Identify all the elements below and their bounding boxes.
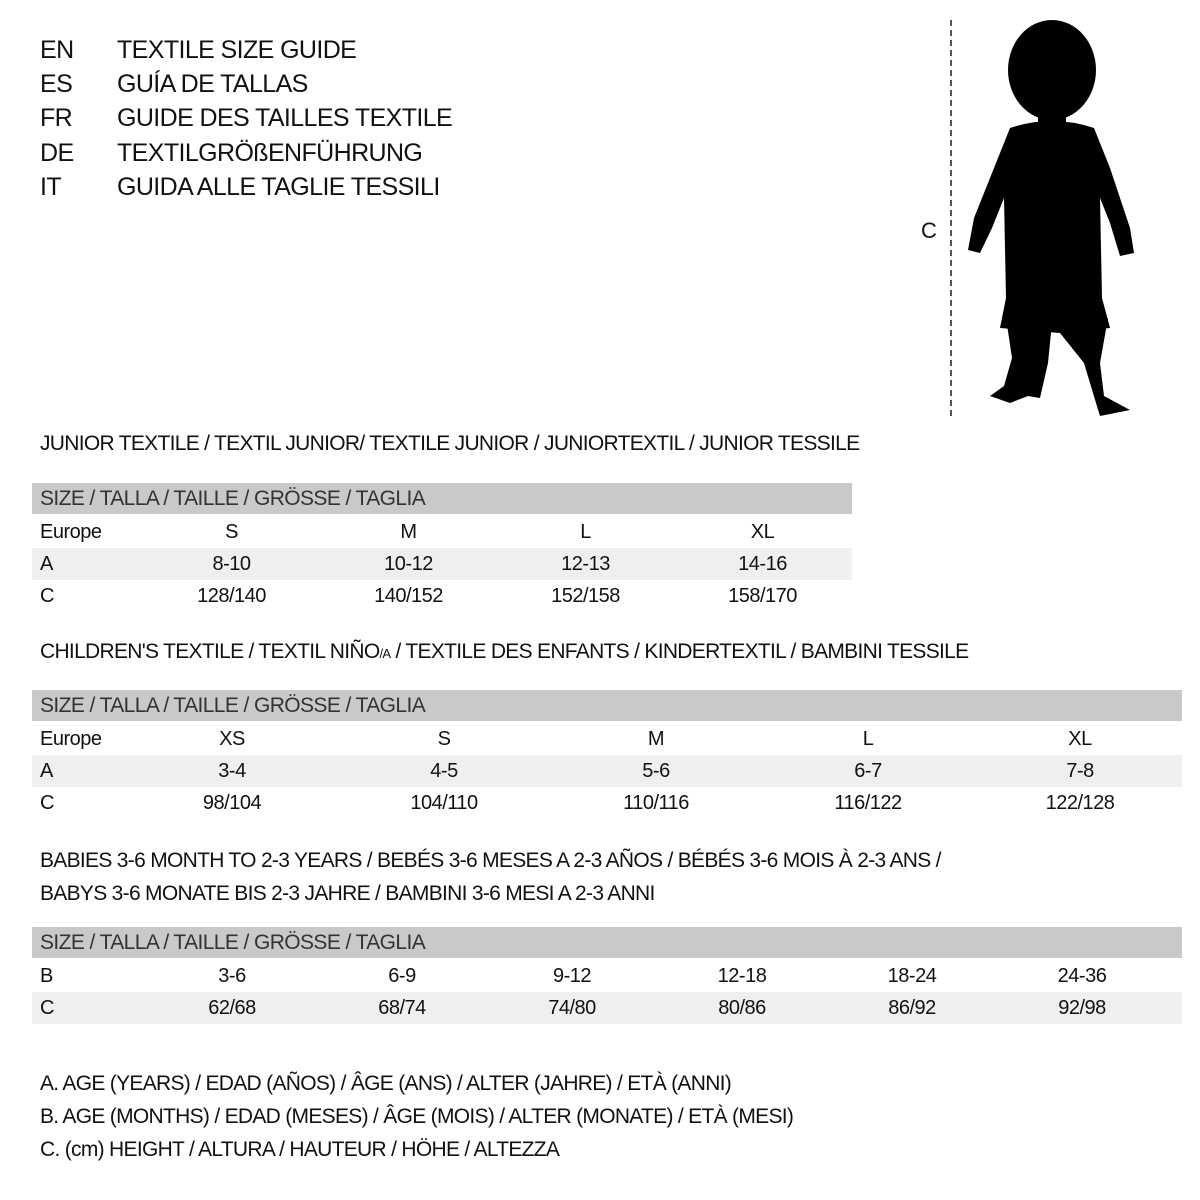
cell: 86/92 bbox=[888, 997, 936, 1019]
child-silhouette-icon bbox=[968, 20, 1134, 416]
babies-heading-line-2: BABYS 3-6 MONATE BIS 2-3 JAHRE / BAMBINI… bbox=[40, 882, 655, 905]
table-row: C 98/104 104/110 110/116 116/122 122/128 bbox=[32, 787, 1182, 819]
cell: 5-6 bbox=[642, 760, 670, 782]
cell: 158/170 bbox=[728, 585, 797, 607]
junior-size-table: SIZE / TALLA / TAILLE / GRÖSSE / TAGLIA … bbox=[32, 483, 852, 612]
cell: XL bbox=[750, 521, 775, 543]
row-label: A bbox=[40, 553, 53, 575]
cell: 152/158 bbox=[551, 585, 620, 607]
cell: L bbox=[580, 521, 591, 543]
lang-title: GUIDA ALLE TAGLIE TESSILI bbox=[117, 173, 440, 201]
lang-code: FR bbox=[40, 104, 73, 132]
cell: 12-13 bbox=[561, 553, 610, 575]
lang-title: TEXTILGRÖßENFÜHRUNG bbox=[117, 139, 423, 167]
row-label: C bbox=[40, 585, 54, 607]
lang-code: ES bbox=[40, 70, 73, 98]
cell: XL bbox=[1068, 728, 1092, 750]
table-row: Europe XS S M L XL bbox=[32, 723, 1182, 755]
cell: 4-5 bbox=[430, 760, 458, 782]
table-row: C 128/140 140/152 152/158 158/170 bbox=[32, 580, 852, 612]
row-label: C bbox=[40, 997, 54, 1019]
babies-heading-line-1: BABIES 3-6 MONTH TO 2-3 YEARS / BEBÉS 3-… bbox=[40, 849, 942, 872]
cell: 7-8 bbox=[1066, 760, 1094, 782]
cell: 116/122 bbox=[834, 792, 902, 814]
heading-part: / TEXTILE DES ENFANTS / KINDERTEXTIL / B… bbox=[390, 640, 970, 663]
table-row: B 3-6 6-9 9-12 12-18 18-24 24-36 bbox=[32, 960, 1182, 992]
cell: M bbox=[647, 728, 665, 750]
table-row: C 62/68 68/74 74/80 80/86 86/92 92/98 bbox=[32, 992, 1182, 1024]
cell: 68/74 bbox=[378, 997, 426, 1019]
row-label: B bbox=[40, 965, 53, 987]
cell: 74/80 bbox=[548, 997, 596, 1019]
table-header: SIZE / TALLA / TAILLE / GRÖSSE / TAGLIA bbox=[32, 483, 852, 514]
babies-size-table: SIZE / TALLA / TAILLE / GRÖSSE / TAGLIA … bbox=[32, 927, 1182, 1024]
cell: 80/86 bbox=[718, 997, 766, 1019]
cell: 140/152 bbox=[374, 585, 443, 607]
table-row: A 3-4 4-5 5-6 6-7 7-8 bbox=[32, 755, 1182, 787]
cell: 14-16 bbox=[738, 553, 787, 575]
cell: 104/110 bbox=[410, 792, 478, 814]
junior-heading: JUNIOR TEXTILE / TEXTIL JUNIOR/ TEXTILE … bbox=[40, 432, 860, 455]
cell: S bbox=[437, 728, 451, 750]
cell: 9-12 bbox=[552, 965, 592, 987]
children-heading: CHILDREN'S TEXTILE / TEXTIL NIÑO/A / TEX… bbox=[40, 640, 970, 664]
table-row: Europe S M L XL bbox=[32, 516, 852, 548]
row-label: Europe bbox=[40, 728, 102, 750]
cell: 6-9 bbox=[388, 965, 416, 987]
lang-code: DE bbox=[40, 139, 74, 167]
cell: M bbox=[400, 521, 417, 543]
cell: 18-24 bbox=[887, 965, 937, 987]
row-label: Europe bbox=[40, 521, 102, 543]
table-header: SIZE / TALLA / TAILLE / GRÖSSE / TAGLIA bbox=[32, 690, 1182, 721]
cell: 98/104 bbox=[202, 792, 262, 814]
lang-title: GUIDE DES TAILLES TEXTILE bbox=[117, 104, 453, 132]
cell: 110/116 bbox=[623, 792, 689, 814]
cell: 3-6 bbox=[218, 965, 246, 987]
cell: 122/128 bbox=[1045, 792, 1115, 814]
cell: 8-10 bbox=[212, 553, 251, 575]
cell: 24-36 bbox=[1057, 965, 1107, 987]
row-label: A bbox=[40, 760, 53, 782]
lang-title: GUÍA DE TALLAS bbox=[117, 70, 308, 98]
legend-b: B. AGE (MONTHS) / EDAD (MESES) / ÂGE (MO… bbox=[40, 1105, 794, 1128]
table-row: A 8-10 10-12 12-13 14-16 bbox=[32, 548, 852, 580]
row-label: C bbox=[40, 792, 54, 814]
cell: 10-12 bbox=[384, 553, 433, 575]
cell: L bbox=[862, 728, 874, 750]
lang-title: TEXTILE SIZE GUIDE bbox=[117, 36, 357, 64]
lang-code: EN bbox=[40, 36, 74, 64]
cell: 92/98 bbox=[1058, 997, 1106, 1019]
cell: 3-4 bbox=[218, 760, 246, 782]
heading-part: CHILDREN'S TEXTILE / TEXTIL NIÑO bbox=[40, 640, 380, 663]
children-size-table: SIZE / TALLA / TAILLE / GRÖSSE / TAGLIA … bbox=[32, 690, 1182, 819]
height-measure-line bbox=[950, 20, 952, 416]
table-header: SIZE / TALLA / TAILLE / GRÖSSE / TAGLIA bbox=[32, 927, 1182, 958]
height-measure-label: C bbox=[921, 218, 937, 243]
cell: S bbox=[225, 521, 238, 543]
cell: 6-7 bbox=[854, 760, 882, 782]
cell: 62/68 bbox=[208, 997, 256, 1019]
legend-c: C. (cm) HEIGHT / ALTURA / HAUTEUR / HÖHE… bbox=[40, 1138, 560, 1161]
cell: XS bbox=[219, 728, 245, 750]
heading-subscript: /A bbox=[379, 646, 391, 661]
legend-a: A. AGE (YEARS) / EDAD (AÑOS) / ÂGE (ANS)… bbox=[40, 1072, 732, 1095]
cell: 12-18 bbox=[717, 965, 767, 987]
lang-code: IT bbox=[40, 173, 62, 201]
cell: 128/140 bbox=[197, 585, 266, 607]
